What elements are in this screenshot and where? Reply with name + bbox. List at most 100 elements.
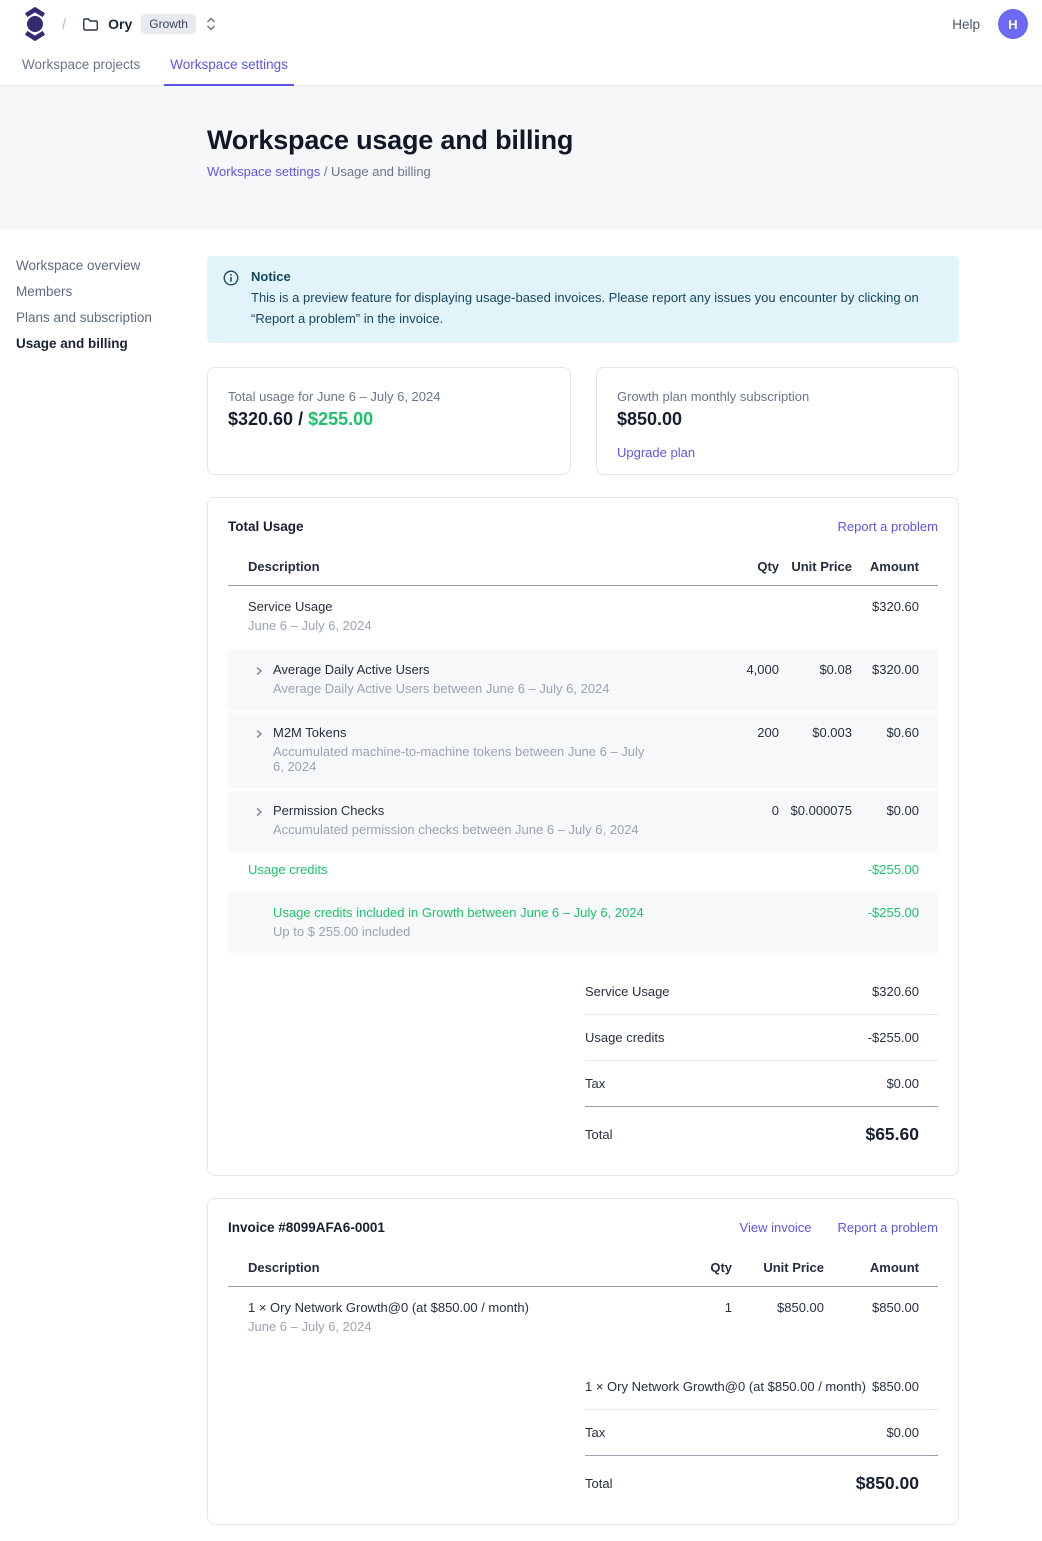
totals-label: Tax [585, 1425, 606, 1441]
breadcrumb-current: / Usage and billing [320, 164, 431, 179]
row-qty: 200 [757, 725, 779, 741]
invoice-panel: Invoice #8099AFA6-0001 View invoice Repo… [207, 1198, 959, 1526]
breadcrumb-separator: / [62, 15, 67, 33]
sidebar-item-members[interactable]: Members [16, 284, 73, 299]
invoice-totals: 1 × Ory Network Growth@0 (at $850.00 / m… [585, 1364, 938, 1504]
totals-row-total: Total $65.60 [585, 1107, 938, 1155]
header-description: Description [248, 559, 320, 575]
table-row-usage-credits-detail: Usage credits included in Growth between… [228, 890, 938, 954]
totals-row-subscription: 1 × Ory Network Growth@0 (at $850.00 / m… [585, 1364, 938, 1411]
totals-label: Total [585, 1127, 613, 1143]
usage-report-problem-link[interactable]: Report a problem [837, 519, 938, 535]
totals-value: $850.00 [872, 1379, 919, 1395]
invoice-panel-title: Invoice #8099AFA6-0001 [228, 1220, 385, 1236]
usage-separator: / [293, 409, 309, 430]
row-title: M2M Tokens [273, 725, 347, 741]
total-usage-card-value: $320.60 / $255.00 [228, 409, 550, 430]
header-amount: Amount [869, 1260, 919, 1276]
total-usage-panel: Total Usage Report a problem Description… [207, 497, 959, 1177]
totals-value: -$255.00 [867, 1030, 919, 1046]
row-title: Service Usage [248, 599, 333, 615]
table-row-average-daily-active-users[interactable]: Average Daily Active Users Average Daily… [228, 647, 938, 711]
header-qty: Qty [757, 559, 779, 575]
top-navigation: / Ory Growth Help H [0, 0, 1042, 48]
row-amount: $320.60 [872, 599, 919, 615]
totals-row-total: Total $850.00 [585, 1456, 938, 1504]
breadcrumb: Workspace settings / Usage and billing [207, 164, 1042, 179]
tab-workspace-projects[interactable]: Workspace projects [22, 57, 141, 72]
totals-value: $0.00 [886, 1076, 919, 1092]
notice-body: This is a preview feature for displaying… [251, 290, 919, 327]
row-amount: $320.00 [872, 662, 919, 678]
totals-value: $850.00 [855, 1473, 919, 1494]
row-unit-price: $850.00 [777, 1300, 824, 1316]
row-title: Usage credits [248, 862, 328, 878]
totals-value: $320.60 [872, 984, 919, 1000]
header-qty: Qty [710, 1260, 732, 1276]
table-row-m2m-tokens[interactable]: M2M Tokens Accumulated machine-to-machin… [228, 710, 938, 789]
settings-sidebar: Workspace overview Members Plans and sub… [16, 257, 191, 361]
row-amount: $850.00 [872, 1300, 919, 1316]
row-amount: $0.60 [886, 725, 919, 741]
row-subtitle: Average Daily Active Users between June … [273, 681, 610, 697]
totals-row-usage-credits: Usage credits -$255.00 [585, 1015, 938, 1062]
row-qty: 1 [724, 1300, 732, 1316]
info-icon [223, 269, 251, 329]
row-subtitle: June 6 – July 6, 2024 [248, 1319, 372, 1335]
row-title: Permission Checks [273, 803, 385, 819]
row-amount: -$255.00 [867, 862, 919, 878]
view-invoice-link[interactable]: View invoice [739, 1220, 812, 1236]
tab-workspace-settings[interactable]: Workspace settings [164, 48, 294, 86]
totals-row-tax: Tax $0.00 [585, 1061, 938, 1108]
row-subtitle: June 6 – July 6, 2024 [248, 618, 372, 634]
chevron-right-icon[interactable] [253, 806, 265, 818]
row-unit-price: $0.003 [812, 725, 852, 741]
help-link[interactable]: Help [952, 16, 980, 32]
plan-badge: Growth [141, 14, 196, 34]
preview-notice: Notice This is a preview feature for dis… [207, 256, 959, 344]
main-content: Notice This is a preview feature for dis… [207, 229, 959, 1541]
breadcrumb-workspace-settings-link[interactable]: Workspace settings [207, 164, 321, 179]
total-usage-card-label: Total usage for June 6 – July 6, 2024 [228, 389, 441, 405]
totals-label: Service Usage [585, 984, 670, 1000]
row-subtitle: Up to $ 255.00 included [273, 924, 411, 940]
sidebar-item-workspace-overview[interactable]: Workspace overview [16, 258, 141, 273]
invoice-report-problem-link[interactable]: Report a problem [837, 1220, 938, 1236]
folder-icon [82, 16, 108, 33]
row-title: 1 × Ory Network Growth@0 (at $850.00 / m… [248, 1300, 529, 1316]
chevron-right-icon[interactable] [253, 665, 265, 677]
table-row-service-usage: Service Usage June 6 – July 6, 2024 $320… [228, 586, 938, 647]
upgrade-plan-link[interactable]: Upgrade plan [617, 445, 696, 461]
row-unit-price: $0.000075 [790, 803, 852, 819]
summary-cards: Total usage for June 6 – July 6, 2024 $3… [207, 367, 959, 476]
totals-row-service-usage: Service Usage $320.60 [585, 969, 938, 1016]
table-row-usage-credits: Usage credits -$255.00 [228, 851, 938, 890]
row-subtitle: Accumulated permission checks between Ju… [273, 822, 639, 838]
user-avatar[interactable]: H [998, 9, 1028, 39]
ory-logo-icon[interactable] [22, 7, 48, 41]
workspace-name[interactable]: Ory [108, 16, 133, 32]
subscription-card-label: Growth plan monthly subscription [617, 389, 810, 405]
row-title: Average Daily Active Users [273, 662, 430, 678]
workspace-tabbar: Workspace projects Workspace settings [0, 48, 1042, 86]
subscription-card-value: $850.00 [617, 409, 683, 430]
usage-panel-title: Total Usage [228, 519, 304, 535]
totals-value: $65.60 [865, 1124, 919, 1145]
total-usage-card: Total usage for June 6 – July 6, 2024 $3… [207, 367, 571, 476]
usage-table-header: Description Qty Unit Price Amount [228, 559, 938, 587]
chevron-right-icon[interactable] [253, 728, 265, 740]
table-row-growth-subscription: 1 × Ory Network Growth@0 (at $850.00 / m… [228, 1287, 938, 1348]
row-title: Usage credits included in Growth between… [273, 905, 644, 921]
sidebar-item-plans-and-subscription[interactable]: Plans and subscription [16, 310, 152, 325]
sidebar-item-usage-and-billing[interactable]: Usage and billing [16, 336, 128, 351]
row-qty: 0 [771, 803, 779, 819]
row-unit-price: $0.08 [819, 662, 852, 678]
totals-label: Usage credits [585, 1030, 665, 1046]
row-subtitle: Accumulated machine-to-machine tokens be… [273, 744, 645, 775]
usage-totals: Service Usage $320.60 Usage credits -$25… [585, 969, 938, 1155]
header-description: Description [248, 1260, 320, 1276]
included-credits-amount: $255.00 [308, 409, 374, 430]
workspace-switcher-icon[interactable] [196, 16, 218, 32]
invoice-table-header: Description Qty Unit Price Amount [228, 1260, 938, 1288]
table-row-permission-checks[interactable]: Permission Checks Accumulated permission… [228, 788, 938, 852]
